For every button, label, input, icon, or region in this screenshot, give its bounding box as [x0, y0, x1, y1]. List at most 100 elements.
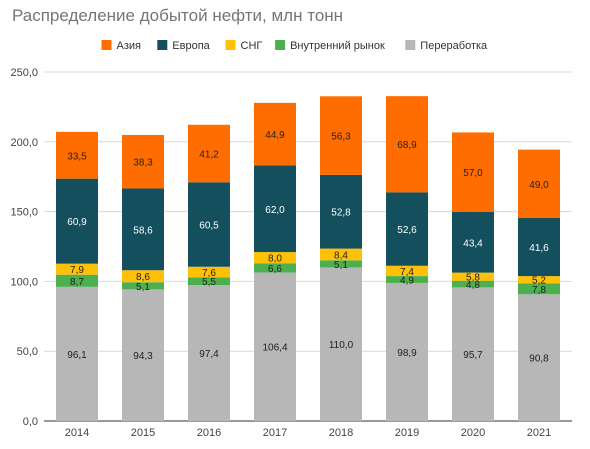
bar-segment — [386, 192, 428, 266]
data-label: 38,3 — [133, 158, 153, 169]
bar-segment — [254, 263, 296, 273]
data-label: 90,8 — [529, 354, 549, 365]
data-label: 5,1 — [136, 282, 150, 293]
bar-segment — [122, 282, 164, 290]
data-label: 49,0 — [529, 180, 549, 191]
bar-segment — [452, 132, 494, 213]
legend-label: Внутренний рынок — [290, 40, 385, 52]
data-label: 60,5 — [199, 221, 219, 232]
bar-segment — [320, 260, 362, 268]
bar-segment — [320, 174, 362, 249]
data-label: 4,8 — [466, 280, 480, 291]
data-label: 4,9 — [400, 276, 414, 287]
bar-segment — [56, 263, 98, 275]
legend-swatch — [405, 40, 416, 50]
bar-segment — [188, 266, 230, 278]
data-label: 8,4 — [334, 250, 348, 261]
data-label: 5,2 — [532, 276, 546, 287]
bar-segment — [56, 286, 98, 421]
bar-segment — [254, 165, 296, 253]
legend: Азия Европа СНГ Внутренний рынок Переработка — [101, 40, 488, 52]
bar-segment — [452, 212, 494, 273]
bar-segment — [254, 102, 296, 166]
data-label: 6,6 — [268, 264, 282, 275]
data-label: 7,6 — [202, 268, 216, 279]
data-label: 7,9 — [70, 265, 84, 276]
data-label: 58,6 — [133, 225, 153, 236]
data-label: 96,1 — [67, 350, 87, 361]
data-label: 8,7 — [70, 277, 84, 288]
data-label: 110,0 — [329, 340, 354, 351]
bar-segment — [386, 265, 428, 277]
data-label: 95,7 — [463, 350, 483, 361]
x-tick-label: 2015 — [131, 427, 155, 439]
x-tick-label: 2014 — [65, 427, 89, 439]
bar-segment — [188, 277, 230, 286]
bar-segment — [518, 283, 560, 295]
legend-label: Азия — [117, 40, 142, 52]
y-tick-label: 150,0 — [10, 207, 38, 219]
bar-segment — [188, 285, 230, 421]
bar-segment — [122, 188, 164, 271]
bar-segment — [56, 178, 98, 264]
y-tick-label: 50,0 — [17, 346, 38, 358]
data-label: 98,9 — [397, 348, 417, 359]
x-tick-label: 2020 — [461, 427, 485, 439]
y-tick-label: 200,0 — [10, 137, 38, 149]
x-axis: 2014 2015 2016 2017 2018 2019 2020 2021 — [65, 427, 551, 439]
data-label: 44,9 — [265, 130, 285, 141]
data-label: 7,8 — [532, 285, 546, 296]
chart-title: Распределение добытой нефти, млн тонн — [12, 6, 344, 25]
y-tick-label: 100,0 — [10, 276, 38, 288]
data-label: 5,8 — [466, 273, 480, 284]
data-label: 33,5 — [67, 151, 87, 162]
data-label: 8,6 — [136, 272, 150, 283]
bar-segment — [452, 280, 494, 288]
legend-swatch — [225, 40, 236, 50]
y-tick-label: 250,0 — [10, 67, 38, 79]
legend-label: Европа — [172, 40, 210, 52]
bar-segment — [56, 131, 98, 179]
bar-segment — [122, 134, 164, 189]
data-label: 52,8 — [331, 208, 351, 219]
bar-segment — [518, 218, 560, 277]
data-label: 62,0 — [265, 205, 285, 216]
y-tick-label: 0,0 — [23, 416, 38, 428]
data-label: 106,4 — [262, 343, 287, 354]
data-label: 68,9 — [397, 140, 417, 151]
data-label: 5,1 — [334, 260, 348, 271]
legend-swatch — [275, 40, 286, 50]
bar-segment — [320, 248, 362, 261]
data-label: 52,6 — [397, 225, 417, 236]
x-tick-label: 2018 — [329, 427, 353, 439]
bar-segment — [320, 267, 362, 421]
legend-swatch — [101, 40, 112, 50]
bar-segment — [518, 276, 560, 284]
legend-swatch — [157, 40, 168, 50]
data-label: 57,0 — [463, 168, 483, 179]
x-tick-label: 2016 — [197, 427, 221, 439]
x-tick-label: 2021 — [527, 427, 551, 439]
legend-label: Переработка — [420, 40, 488, 52]
bar-segment — [254, 272, 296, 421]
bar-segment — [188, 124, 230, 183]
data-label: 8,0 — [268, 254, 282, 265]
bar-segment — [452, 272, 494, 281]
bars: 96,18,77,960,933,594,35,18,658,638,397,4… — [56, 96, 560, 421]
legend-label: СНГ — [241, 40, 263, 52]
bar-segment — [386, 282, 428, 421]
data-label: 97,4 — [199, 349, 219, 360]
data-label: 94,3 — [133, 351, 153, 362]
x-tick-label: 2019 — [395, 427, 419, 439]
bar-segment — [122, 270, 164, 283]
data-label: 5,5 — [202, 277, 216, 288]
bar-segment — [518, 294, 560, 421]
bar-segment — [452, 287, 494, 421]
bar-segment — [56, 274, 98, 287]
data-label: 41,2 — [199, 150, 219, 161]
bar-segment — [122, 289, 164, 421]
bar-segment — [386, 276, 428, 283]
data-label: 43,4 — [463, 238, 483, 249]
x-tick-label: 2017 — [263, 427, 287, 439]
